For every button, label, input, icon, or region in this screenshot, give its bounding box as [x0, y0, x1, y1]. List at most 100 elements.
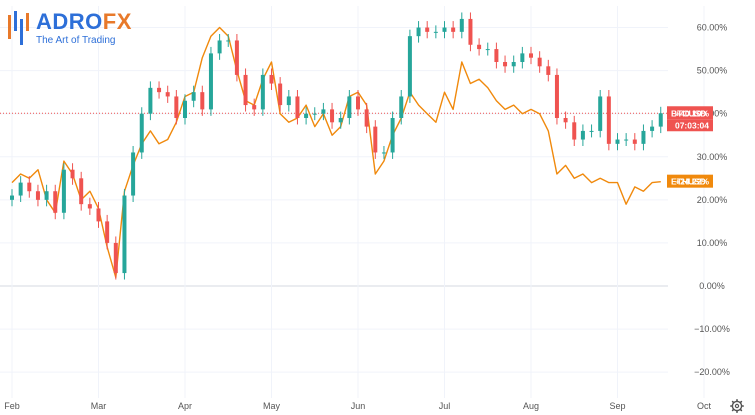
btcusd-candle — [131, 152, 136, 196]
btcusd-candle — [381, 152, 386, 154]
btcusd-candle — [165, 92, 170, 97]
y-tick-label: 0.00% — [699, 281, 725, 291]
btcusd-candle — [615, 139, 620, 144]
btcusd-candle — [200, 92, 205, 110]
btcusd-candle — [234, 40, 239, 75]
btcusd-candle — [330, 109, 335, 123]
btcusd-candle — [321, 109, 326, 114]
btcusd-candle — [503, 62, 508, 67]
btcusd-candle — [390, 118, 395, 153]
btcusd-candle — [485, 49, 490, 51]
btcusd-series — [10, 12, 663, 280]
btcusd-candle — [191, 92, 196, 101]
btcusd-candle — [27, 182, 32, 192]
btcusd-candle — [529, 53, 533, 58]
btcusd-candle — [113, 242, 118, 274]
x-tick-label: Aug — [523, 401, 539, 411]
btcusd-candle — [260, 74, 265, 110]
btcusd-candle — [407, 36, 412, 97]
btcusd-candle — [44, 191, 49, 200]
btcusd-candle — [373, 126, 378, 153]
btcusd-candle — [338, 118, 343, 123]
btcusd-candle — [96, 208, 101, 222]
btcusd-candle — [122, 195, 127, 274]
btcusd-candle — [451, 27, 456, 32]
btcusd-candle — [546, 66, 551, 75]
btcusd-candle — [139, 113, 144, 153]
x-tick-label: Sep — [609, 401, 625, 411]
gear-icon[interactable] — [730, 399, 744, 413]
btcusd-candle — [632, 139, 637, 144]
ethusd-tag-label: ETHUSD — [671, 177, 706, 187]
logo-tagline: The Art of Trading — [36, 34, 116, 46]
btcusd-tag-value: +40.10% — [675, 108, 709, 118]
btcusd-candle — [10, 195, 14, 200]
x-tick-label: Jul — [439, 401, 451, 411]
ethusd-series — [11, 26, 661, 279]
btcusd-candle — [35, 191, 40, 200]
btcusd-countdown: 07:03:04 — [675, 120, 709, 130]
btcusd-candle — [477, 44, 482, 50]
btcusd-candle — [174, 96, 179, 118]
btcusd-candle — [598, 96, 603, 131]
btcusd-candle — [347, 96, 352, 118]
y-tick-label: 30.00% — [697, 152, 728, 162]
btcusd-candle — [520, 53, 525, 62]
y-tick-label: 60.00% — [697, 23, 728, 33]
x-tick-label: May — [263, 401, 281, 411]
btcusd-candle — [554, 74, 559, 118]
logo-name: ADROFX — [36, 8, 132, 34]
x-tick-label: Jun — [351, 401, 366, 411]
x-tick-label: Oct — [697, 401, 712, 411]
btcusd-candle — [53, 191, 58, 213]
btcusd-candle — [61, 169, 66, 213]
btcusd-candle — [18, 182, 23, 196]
btcusd-candle — [286, 96, 291, 106]
btcusd-candle — [252, 105, 257, 110]
btcusd-candle — [295, 96, 300, 118]
btcusd-candle — [537, 57, 542, 67]
y-axis: 60.00%50.00%40.00%30.00%20.00%10.00%0.00… — [694, 23, 730, 378]
y-tick-label: 50.00% — [697, 66, 728, 76]
btcusd-candle — [580, 130, 585, 140]
btcusd-candle — [468, 18, 473, 45]
btcusd-candle — [183, 100, 187, 118]
btcusd-candle — [459, 18, 464, 32]
brand-logo[interactable]: ADROFX The Art of Trading — [6, 6, 132, 50]
btcusd-candle — [105, 221, 110, 243]
btcusd-price-tag: BTCUSD +40.10% 07:03:04 — [667, 106, 713, 132]
btcusd-candle — [425, 27, 430, 32]
btcusd-candle — [148, 87, 153, 114]
btcusd-candle — [563, 118, 568, 123]
x-tick-label: Mar — [91, 401, 107, 411]
btcusd-candle — [624, 139, 629, 141]
y-tick-label: 10.00% — [697, 238, 728, 248]
btcusd-candle — [416, 27, 421, 37]
logo-mark-icon — [8, 11, 29, 45]
btcusd-candle — [658, 113, 663, 127]
btcusd-candle — [572, 122, 577, 140]
btcusd-candle — [364, 109, 369, 127]
btcusd-candle — [243, 74, 248, 106]
btcusd-candle — [226, 40, 231, 42]
ethusd-price-tag: ETHUSD +24.22% — [667, 174, 713, 188]
logo-name-main: ADRO — [36, 8, 103, 34]
btcusd-candle — [494, 49, 499, 62]
ethusd-tag-value: +24.22% — [675, 177, 709, 187]
btcusd-tag-label: BTCUSD — [671, 108, 706, 118]
btcusd-candle — [217, 40, 222, 54]
btcusd-candle — [442, 27, 447, 32]
btcusd-candle — [356, 96, 360, 110]
x-axis: Feb Mar Apr May Jun Jul Aug Sep Oct — [4, 401, 711, 411]
logo-text: ADROFX The Art of Trading — [36, 8, 132, 46]
y-tick-label: −10.00% — [694, 324, 730, 334]
btcusd-candle — [304, 113, 309, 118]
btcusd-candle — [641, 130, 646, 144]
btcusd-candle — [269, 74, 274, 84]
btcusd-candle — [79, 178, 84, 205]
btcusd-candle — [157, 87, 162, 93]
btcusd-candle — [278, 83, 283, 106]
btcusd-candle — [70, 169, 75, 179]
btcusd-candle — [433, 31, 438, 33]
